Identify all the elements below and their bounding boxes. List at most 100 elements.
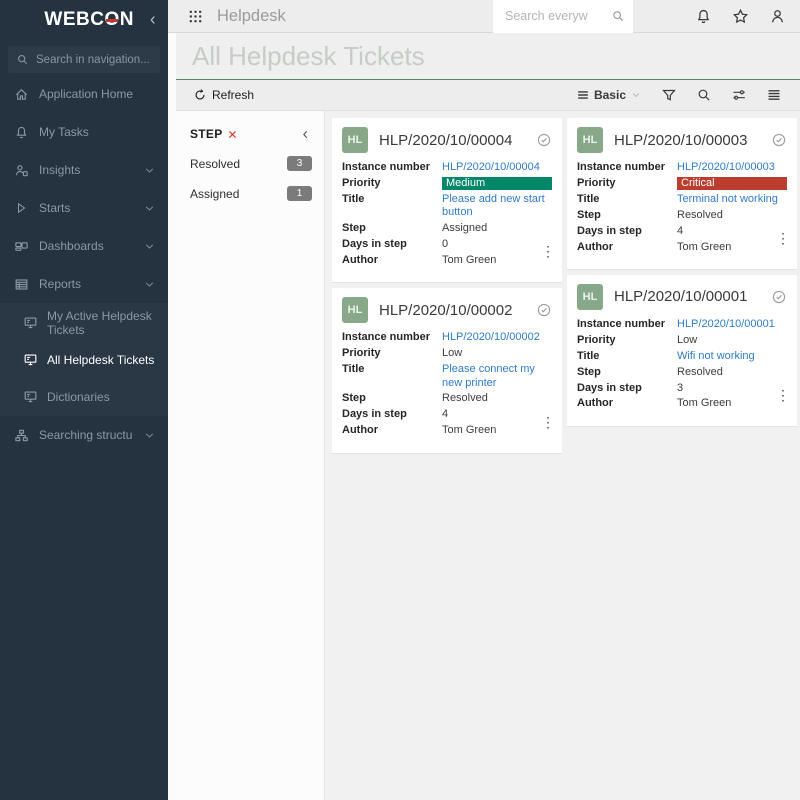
main-area: Helpdesk All Helpdesk Tickets [168,0,800,800]
field-label: Title [342,192,365,205]
search-icon [16,53,29,66]
list-view-icon [576,88,590,102]
step-value: Resolved [677,208,723,221]
ticket-title-link[interactable]: Please add new start button [442,192,545,219]
sidebar-search-input[interactable] [36,53,152,66]
app-title: Helpdesk [217,6,286,25]
filter-item-resolved[interactable]: Resolved 3 [190,156,312,171]
instance-number-link[interactable]: HLP/2020/10/00003 [677,161,775,173]
check-circle-icon[interactable] [536,302,552,318]
filter-title: STEP [190,127,223,141]
sidebar-item-insights[interactable]: Insights [0,151,168,189]
search-icon[interactable] [696,87,712,103]
sidebar-item-my-tasks[interactable]: My Tasks [0,113,168,151]
chevron-down-icon[interactable] [143,202,156,215]
sidebar-item-dashboards[interactable]: Dashboards [0,227,168,265]
chevron-down-icon[interactable] [143,164,156,177]
panel-collapse-icon[interactable] [299,128,312,141]
filter-funnel-icon[interactable] [661,87,677,103]
notifications-bell-icon[interactable] [695,8,712,25]
check-circle-icon[interactable] [536,132,552,148]
favorites-star-icon[interactable] [732,8,749,25]
avatar: HL [342,297,368,324]
card-title: HLP/2020/10/00001 [614,288,748,306]
filter-item-assigned[interactable]: Assigned 1 [190,186,312,201]
sidebar-item-searching-structures[interactable]: Searching structures [0,416,168,454]
field-label: Title [342,363,365,376]
report-toolbar: Refresh Basic [176,80,800,111]
ticket-card: HL HLP/2020/10/00002 Instance number HLP/… [332,288,562,454]
card-title: HLP/2020/10/00003 [614,131,748,149]
avatar: HL [342,127,368,153]
instance-number-link[interactable]: HLP/2020/10/00004 [442,161,540,173]
filter-count-badge: 1 [287,186,312,201]
global-search[interactable] [493,0,633,33]
view-selector[interactable]: Basic [576,88,642,102]
ticket-card: HL HLP/2020/10/00003 Instance number HLP/… [567,118,797,270]
sidebar-item-application-home[interactable]: Application Home [0,75,168,113]
step-filter-panel: STEP Resolved 3 Assigned 1 [176,111,325,800]
refresh-button[interactable]: Refresh [193,88,254,102]
days-value: 3 [677,381,684,394]
kebab-menu-icon[interactable]: ⋮ [541,243,555,260]
webcon-logo: WEBCON [44,9,134,30]
check-circle-icon[interactable] [771,289,787,305]
check-circle-icon[interactable] [771,132,787,148]
avatar: HL [577,283,603,310]
chevron-down-icon[interactable] [143,278,156,291]
sidebar-search[interactable] [8,46,160,73]
user-profile-icon[interactable] [769,8,786,25]
kebab-menu-icon[interactable]: ⋮ [541,413,555,430]
days-value: 0 [442,238,449,251]
chevron-down-icon[interactable] [143,429,156,442]
sidebar-item-label: Searching structures [39,428,133,442]
field-label: Step [577,208,601,221]
cards-area: HL HLP/2020/10/00004 Instance number HLP/… [325,111,800,800]
sidebar-item-my-active-helpdesk-tickets[interactable]: My Active Helpdesk Tickets [0,304,168,341]
sidebar-item-reports[interactable]: Reports [0,265,168,303]
refresh-icon [193,88,207,102]
chevron-down-icon[interactable] [143,240,156,253]
sidebar-item-label: Insights [39,163,81,177]
field-label: Days in step [342,408,407,421]
sidebar-item-starts[interactable]: Starts [0,189,168,227]
global-search-input[interactable] [505,9,611,23]
ticket-title-link[interactable]: Wifi not working [677,349,755,362]
structure-icon [13,428,29,443]
field-label: Priority [577,176,616,189]
dense-list-icon[interactable] [766,87,782,103]
sidebar-item-all-helpdesk-tickets[interactable]: All Helpdesk Tickets [0,341,168,378]
page-title: All Helpdesk Tickets [192,40,425,71]
kebab-menu-icon[interactable]: ⋮ [776,229,790,246]
reports-subpanel: My Active Helpdesk Tickets All Helpdesk … [0,303,168,416]
filter-item-label: Assigned [190,186,240,201]
sidebar: WEBCON Application Home My Tasks Insight… [0,0,168,800]
dashboards-icon [13,239,29,254]
field-label: Author [577,397,614,410]
search-icon[interactable] [611,9,625,23]
sidebar-item-label: My Active Helpdesk Tickets [47,308,152,337]
settings-sliders-icon[interactable] [731,87,747,103]
sidebar-collapse-icon[interactable] [146,13,160,27]
author-value: Tom Green [677,397,732,410]
sidebar-item-dictionaries[interactable]: Dictionaries [0,378,168,415]
field-label: Days in step [342,238,407,251]
sidebar-item-label: Reports [39,277,82,291]
field-label: Title [577,192,600,205]
sidebar-item-label: Application Home [39,87,134,101]
field-label: Priority [342,176,381,189]
app-launcher-icon[interactable] [188,9,203,24]
field-label: Author [342,253,379,266]
clear-filter-x-icon[interactable] [227,129,238,140]
ticket-title-link[interactable]: Please connect my new printer [442,363,535,389]
field-label: Instance number [577,161,666,173]
step-value: Resolved [442,392,488,405]
ticket-title-link[interactable]: Terminal not working [677,192,778,205]
instance-number-link[interactable]: HLP/2020/10/00002 [442,331,540,344]
days-value: 4 [677,224,684,237]
author-value: Tom Green [442,424,497,437]
kebab-menu-icon[interactable]: ⋮ [776,386,790,403]
instance-number-link[interactable]: HLP/2020/10/00001 [677,317,775,330]
priority-value: Low [677,333,698,346]
view-label: Basic [593,88,626,102]
